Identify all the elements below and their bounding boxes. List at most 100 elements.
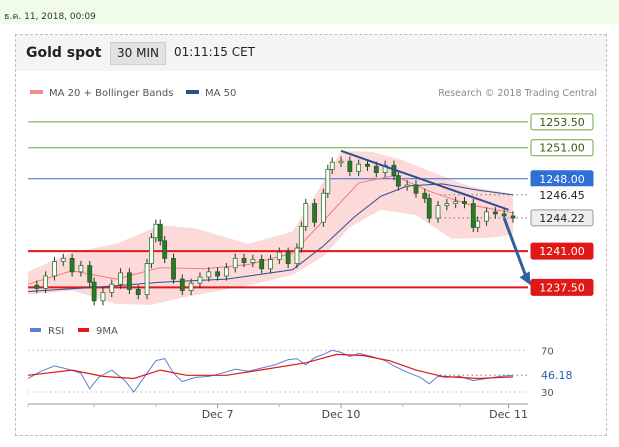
time-tick-Dec-11: Dec 11 [489, 408, 528, 421]
candle-body [285, 251, 291, 264]
rsi-ma-line [27, 353, 514, 380]
candle-body [373, 165, 379, 173]
candle-body [404, 184, 410, 187]
candle-body [276, 251, 282, 260]
candle-body [298, 225, 304, 249]
candle-body [475, 220, 481, 228]
time-tick-Dec-7: Dec 7 [202, 408, 234, 421]
candle-body [325, 169, 331, 194]
candle-body [223, 267, 229, 277]
candle-body [356, 163, 362, 172]
clock: 01:11:15 CET [174, 45, 255, 59]
time-tick-Dec-10: Dec 10 [322, 408, 361, 421]
candle-body [118, 272, 123, 285]
candle-body [413, 184, 419, 194]
candle-body [188, 282, 194, 291]
legend-9ma-label: 9MA [96, 326, 118, 337]
candle-body [250, 259, 256, 263]
candle-body [91, 281, 97, 302]
candle-body [87, 265, 93, 283]
candle-body [320, 192, 326, 223]
candle-body [153, 223, 159, 239]
price-label-1237.50: 1237.50 [539, 281, 585, 294]
legend-rsi-label: RSI [48, 326, 64, 337]
candle-body [52, 261, 57, 277]
candle-body [69, 257, 75, 273]
candle-body [510, 215, 516, 219]
candle-body [206, 271, 212, 278]
legend-swatch-ma50 [186, 90, 199, 94]
candle-body [157, 223, 163, 242]
candle-body [127, 272, 132, 290]
candle-body [144, 263, 150, 295]
candle-body [34, 284, 40, 289]
ma20-line [27, 175, 514, 285]
credit-text: Research © 2018 Trading Central [438, 88, 597, 99]
candle-body [232, 257, 238, 269]
price-label-box [530, 278, 594, 296]
rsi-last-value: 46.18 [541, 369, 573, 382]
candle-body [109, 283, 115, 293]
candle-body [329, 161, 335, 170]
legend-ma20-label: MA 20 + Bollinger Bands [49, 88, 173, 99]
rsi-tick-30: 30 [541, 388, 554, 399]
candle-body [259, 259, 265, 270]
candle-body [60, 257, 66, 262]
candle-body [453, 201, 459, 204]
candle-body [492, 211, 498, 215]
price-label-1244.22: 1244.22 [539, 212, 585, 225]
candle-body [338, 160, 344, 164]
price-label-box [530, 242, 594, 260]
price-label-1251.00: 1251.00 [539, 142, 585, 155]
price-label-box [530, 186, 594, 204]
candle-body [241, 257, 247, 263]
price-label-1241.00: 1241.00 [539, 245, 585, 258]
price-label-box [530, 209, 594, 227]
candle-body [426, 198, 432, 219]
candle-body [197, 276, 203, 284]
candle-body [100, 292, 106, 302]
forecast-arrow [502, 217, 529, 279]
price-label-box [530, 139, 594, 157]
price-label-1246.45: 1246.45 [539, 189, 585, 202]
candle-body [162, 240, 168, 259]
price-label-1248.00: 1248.00 [539, 173, 585, 186]
candle-body [135, 289, 141, 295]
price-label-box [530, 113, 594, 131]
legend-swatch-9ma [78, 328, 89, 332]
rsi-line [27, 349, 514, 393]
trendline [340, 149, 509, 211]
candle-body [462, 201, 467, 204]
price-label-1253.50: 1253.50 [539, 116, 585, 129]
candle-body [78, 265, 84, 273]
candle-body [347, 160, 353, 172]
candle-body [501, 213, 507, 217]
candle-body [294, 247, 300, 264]
candle-body [149, 237, 154, 264]
candle-body [215, 271, 220, 277]
candle-body [422, 192, 428, 199]
candle-body [444, 203, 450, 207]
candle-body [395, 175, 401, 187]
legend-ma50-label: MA 50 [205, 88, 236, 99]
legend-swatch-ma20 [30, 90, 43, 94]
rsi-tick-70: 70 [541, 346, 554, 357]
candle-body [171, 257, 176, 280]
forecast-arrow-head [519, 271, 531, 286]
timeframe-badge[interactable]: 30 MIN [110, 42, 166, 65]
candle-body [312, 203, 317, 223]
top-bar: ธ.ค. 11, 2018, 00:09 [0, 0, 619, 24]
candle-body [303, 203, 309, 227]
candle-body [43, 275, 49, 289]
candle-body [470, 203, 476, 228]
candle-body [365, 163, 370, 167]
candle-body [268, 259, 273, 270]
candle-body [484, 211, 489, 222]
timestamp: ธ.ค. 11, 2018, 00:09 [4, 12, 96, 22]
bollinger-band [28, 150, 513, 305]
candle-body [435, 205, 441, 219]
candle-body [179, 278, 185, 291]
legend-swatch-rsi [30, 328, 41, 332]
instrument-title: Gold spot [26, 45, 102, 61]
